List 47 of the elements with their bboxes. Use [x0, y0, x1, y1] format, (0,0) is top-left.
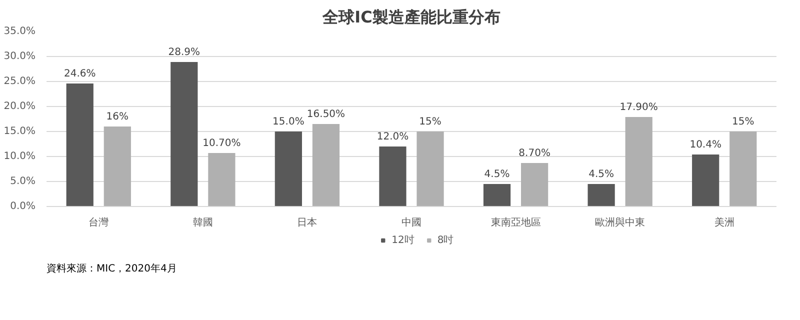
data-label: 12.0% — [376, 132, 409, 142]
y-tick-label: 0.0% — [10, 201, 36, 212]
bar — [170, 62, 198, 206]
bar — [483, 184, 511, 206]
bar — [521, 163, 548, 206]
data-label: 28.9% — [168, 47, 200, 58]
data-label: 10.70% — [202, 138, 241, 149]
bar — [730, 132, 757, 206]
bar — [692, 154, 720, 206]
data-label: 24.6% — [64, 68, 96, 80]
x-tick-label: 台灣 — [88, 216, 109, 228]
y-tick-label: 20.0% — [4, 101, 36, 112]
y-tick-label: 15.0% — [4, 126, 36, 137]
x-tick-label: 日本 — [297, 216, 318, 228]
data-label: 16% — [106, 112, 129, 122]
data-label: 15% — [419, 116, 442, 128]
data-label: 15% — [732, 116, 754, 128]
y-tick-label: 25.0% — [4, 76, 36, 87]
bar — [208, 153, 236, 206]
bar — [104, 126, 131, 206]
legend-label: 8吋 — [437, 234, 455, 247]
source-note: 資料來源：MIC，2020年4月 — [46, 262, 177, 274]
data-label: 15.0% — [272, 116, 304, 128]
x-tick-label: 韓國 — [192, 216, 213, 228]
bar — [66, 84, 94, 206]
bar — [416, 132, 444, 206]
data-label: 17.90% — [620, 102, 658, 113]
bar — [274, 132, 302, 206]
data-label: 10.4% — [690, 140, 722, 150]
bar — [379, 146, 406, 206]
y-tick-label: 5.0% — [10, 176, 36, 187]
data-label: 16.50% — [306, 109, 346, 120]
legend-label: 12吋 — [392, 234, 414, 247]
bar — [588, 184, 615, 206]
x-tick-label: 美洲 — [714, 216, 734, 228]
x-tick-label: 東南亞地區 — [490, 216, 541, 228]
y-tick-label: 35.0% — [4, 26, 36, 37]
y-tick-label: 30.0% — [4, 51, 36, 62]
bar — [625, 117, 652, 206]
data-label: 4.5% — [588, 169, 614, 180]
chart-title: 全球IC製造產能比重分布 — [322, 8, 500, 26]
x-tick-label: 歐洲與中東 — [595, 216, 646, 228]
x-tick-label: 中國 — [402, 216, 422, 228]
bar — [312, 124, 340, 206]
data-label: 8.70% — [518, 148, 550, 159]
y-tick-label: 10.0% — [4, 151, 36, 162]
data-label: 4.5% — [484, 169, 510, 180]
